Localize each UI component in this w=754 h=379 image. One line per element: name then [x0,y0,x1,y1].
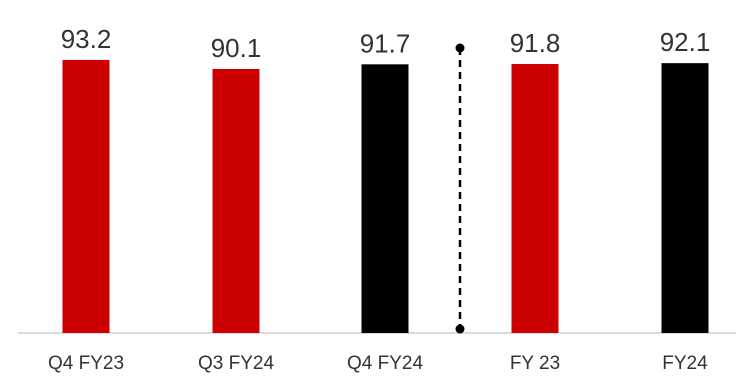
category-label-3: Q4 FY24 [347,353,423,374]
value-label-5: 92.1 [660,27,711,57]
separator-top-dot [455,43,465,53]
value-label-1: 93.2 [61,24,112,54]
category-label-2: Q3 FY24 [198,353,274,374]
value-label-3: 91.7 [360,28,411,58]
bar-5 [661,63,709,333]
value-label-2: 90.1 [211,33,262,63]
category-label-5: FY24 [662,353,708,374]
period-separator [455,43,465,334]
value-label-4: 91.8 [510,28,561,58]
bar-4 [511,64,559,333]
bar-1 [62,59,110,333]
separator-bottom-dot [455,324,465,334]
category-label-4: FY 23 [510,353,560,374]
category-label-1: Q4 FY23 [48,353,124,374]
bar-2 [212,69,260,333]
bar-3 [361,64,409,333]
